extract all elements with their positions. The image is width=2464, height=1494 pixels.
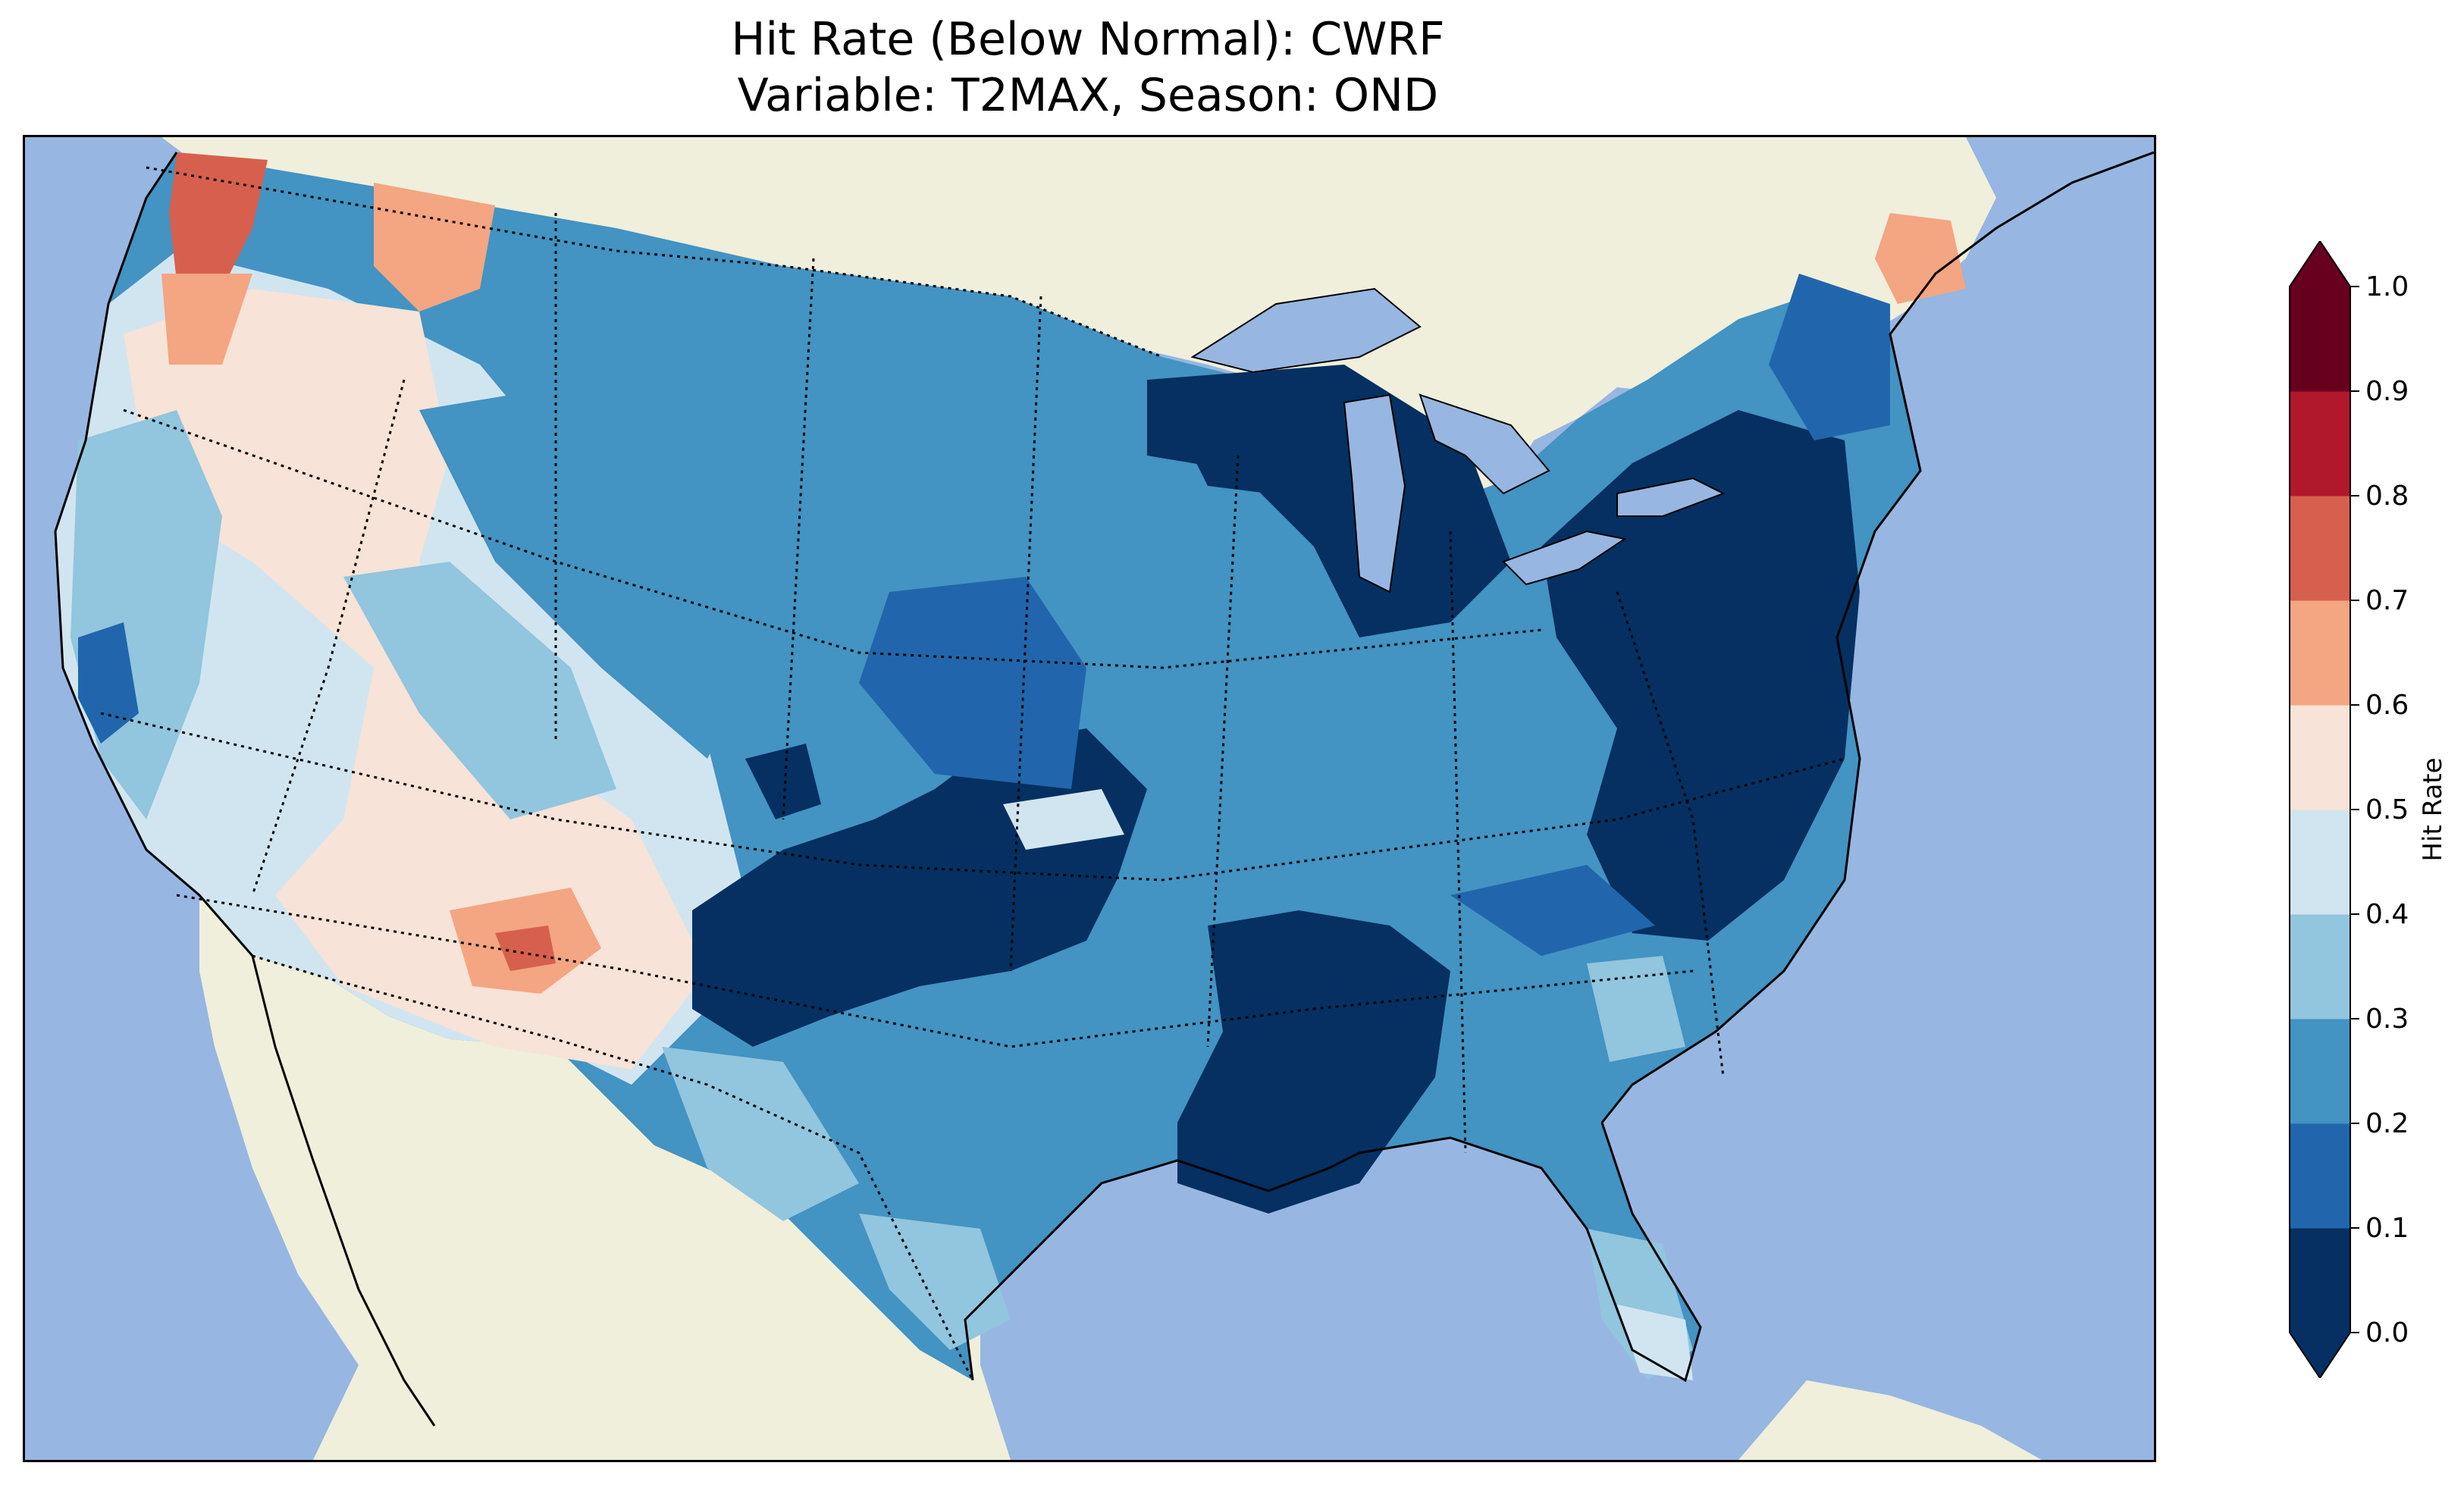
colorbar-tick-label: 0.4 <box>2365 899 2409 930</box>
florida-neutral <box>1617 1305 1693 1380</box>
map-title-line-2: Variable: T2MAX, Season: OND <box>737 69 1439 122</box>
colorbar-segment <box>2290 705 2350 810</box>
lake-erie <box>1502 530 1627 586</box>
colorbar-tick-label: 0.6 <box>2365 690 2409 721</box>
maine-pink <box>1875 213 1966 304</box>
arizona-hotspot <box>495 926 556 971</box>
lake-superior <box>1190 287 1422 374</box>
west-lightblue-2 <box>343 562 616 819</box>
nw-pink <box>161 274 252 365</box>
colorbar-segment <box>2290 391 2350 496</box>
southeast-blue <box>1450 865 1655 956</box>
border-49th <box>146 166 1163 359</box>
mexico-land <box>199 895 1011 1460</box>
colorbar-segment <box>2290 1123 2350 1229</box>
colorbar: 0.0 0.1 0.2 0.3 0.4 0.5 0.6 0.7 0.8 0.9 1.0 Hit Ra… <box>2267 240 2464 1380</box>
kansas-dark <box>745 744 821 819</box>
colorbar-tick-label: 0.9 <box>2365 376 2409 407</box>
canada-land <box>161 137 1996 501</box>
colorbar-segment <box>2290 496 2350 601</box>
colorbar-extend-over <box>2290 241 2350 287</box>
mississippi-dark <box>1177 910 1450 1214</box>
lake-ontario <box>1616 477 1726 517</box>
colorbar-segment <box>2290 810 2350 915</box>
cuba-land <box>1738 1380 2042 1460</box>
colorbar-segment <box>2290 600 2350 706</box>
map-panel <box>23 135 2156 1462</box>
state-borders <box>100 166 1845 1381</box>
west-midblue <box>419 380 753 759</box>
northern-rockies-orange <box>374 183 495 312</box>
colorbar-tick-label: 0.3 <box>2365 1004 2409 1035</box>
gulf-coast <box>964 1122 1702 1383</box>
colorbar-tick-label: 1.0 <box>2365 271 2409 302</box>
colorbar-tick-label: 0.0 <box>2365 1317 2409 1348</box>
texas-light <box>859 1214 1011 1350</box>
west-lightblue-3 <box>662 1047 859 1221</box>
georgia-light <box>1587 956 1685 1062</box>
coastlines <box>54 151 2154 1427</box>
plains-white-patch <box>1003 789 1124 850</box>
colorbar-segment <box>2290 1228 2350 1333</box>
map-title-line-1: Hit Rate (Below Normal): CWRF <box>731 13 1445 66</box>
colorbar-segment <box>2290 914 2350 1019</box>
colorbar-tick-label: 0.2 <box>2365 1108 2409 1139</box>
colorbar-segment <box>2290 287 2350 392</box>
hit-rate-field <box>55 152 1966 1380</box>
east-coast <box>1600 151 2154 1123</box>
lake-michigan <box>1343 393 1406 594</box>
colorbar-tick-label: 0.8 <box>2365 481 2409 512</box>
colorbar-segment <box>2290 1019 2350 1124</box>
northeast-dark <box>1541 410 1860 941</box>
northeast-blue <box>1769 274 1890 440</box>
great-lakes-dark <box>1177 410 1375 501</box>
baja-coast <box>251 955 436 1427</box>
colorbar-label: Hit Rate <box>2418 757 2448 861</box>
california-blue <box>78 622 139 744</box>
colorbar-tick-label: 0.7 <box>2365 585 2409 616</box>
lake-huron <box>1419 393 1550 495</box>
great-lakes <box>1190 287 1726 594</box>
colorbar-extend-under <box>2290 1333 2350 1378</box>
northwest-red <box>169 152 268 289</box>
colorbar-tick-label: 0.1 <box>2365 1213 2409 1244</box>
midwest-blue <box>859 577 1086 789</box>
colorbar-tick-label: 0.5 <box>2365 794 2409 825</box>
west-coast <box>54 152 254 957</box>
